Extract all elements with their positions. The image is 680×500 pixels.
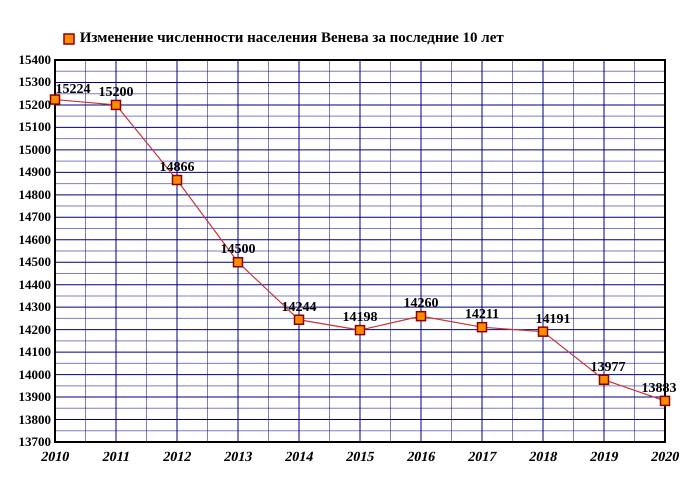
y-axis-tick: 14300 xyxy=(19,299,52,315)
y-axis-tick: 15100 xyxy=(19,119,52,135)
y-axis-tick: 14500 xyxy=(19,254,52,270)
data-point-label: 14866 xyxy=(160,160,195,176)
data-point-label: 14260 xyxy=(404,296,439,312)
data-point-label: 15200 xyxy=(99,85,134,101)
x-axis-tick: 2018 xyxy=(527,450,558,466)
y-axis-tick: 14900 xyxy=(19,164,52,180)
x-axis-tick: 2017 xyxy=(466,450,497,466)
y-axis-tick: 14800 xyxy=(19,187,52,203)
y-axis-tick: 15400 xyxy=(19,52,52,68)
y-axis-tick: 13800 xyxy=(19,412,52,428)
y-axis-tick: 13700 xyxy=(19,434,52,450)
y-axis-tick: 14000 xyxy=(19,367,52,383)
x-axis-tick: 2020 xyxy=(649,450,680,466)
x-axis-tick: 2011 xyxy=(101,450,132,466)
y-axis-tick: 14600 xyxy=(19,232,52,248)
data-point-label: 14500 xyxy=(221,242,256,258)
y-axis-tick: 14400 xyxy=(19,277,52,293)
y-axis-tick: 15200 xyxy=(19,97,52,113)
x-axis-tick: 2012 xyxy=(161,450,192,466)
y-axis-tick: 15300 xyxy=(19,74,52,90)
data-point-label: 14244 xyxy=(282,300,317,316)
x-axis-tick: 2015 xyxy=(344,450,375,466)
data-point-label: 15224 xyxy=(56,82,91,98)
x-axis-tick: 2016 xyxy=(405,450,436,466)
y-axis-tick: 14700 xyxy=(19,209,52,225)
population-chart: Изменение численности населения Венева з… xyxy=(0,0,680,500)
data-point-label: 14198 xyxy=(343,310,378,326)
data-point-label: 14211 xyxy=(465,307,499,323)
x-axis-tick: 2010 xyxy=(39,450,70,466)
y-axis-tick: 13900 xyxy=(19,389,52,405)
x-axis-tick: 2014 xyxy=(283,450,314,466)
y-axis-tick: 14200 xyxy=(19,322,52,338)
data-point-label: 13977 xyxy=(591,360,626,376)
plot-area xyxy=(0,0,680,500)
x-axis-tick: 2019 xyxy=(588,450,619,466)
y-axis-tick: 15000 xyxy=(19,142,52,158)
data-point-label: 13883 xyxy=(642,381,677,397)
data-point-label: 14191 xyxy=(536,312,571,328)
x-axis-tick: 2013 xyxy=(222,450,253,466)
y-axis-tick: 14100 xyxy=(19,344,52,360)
